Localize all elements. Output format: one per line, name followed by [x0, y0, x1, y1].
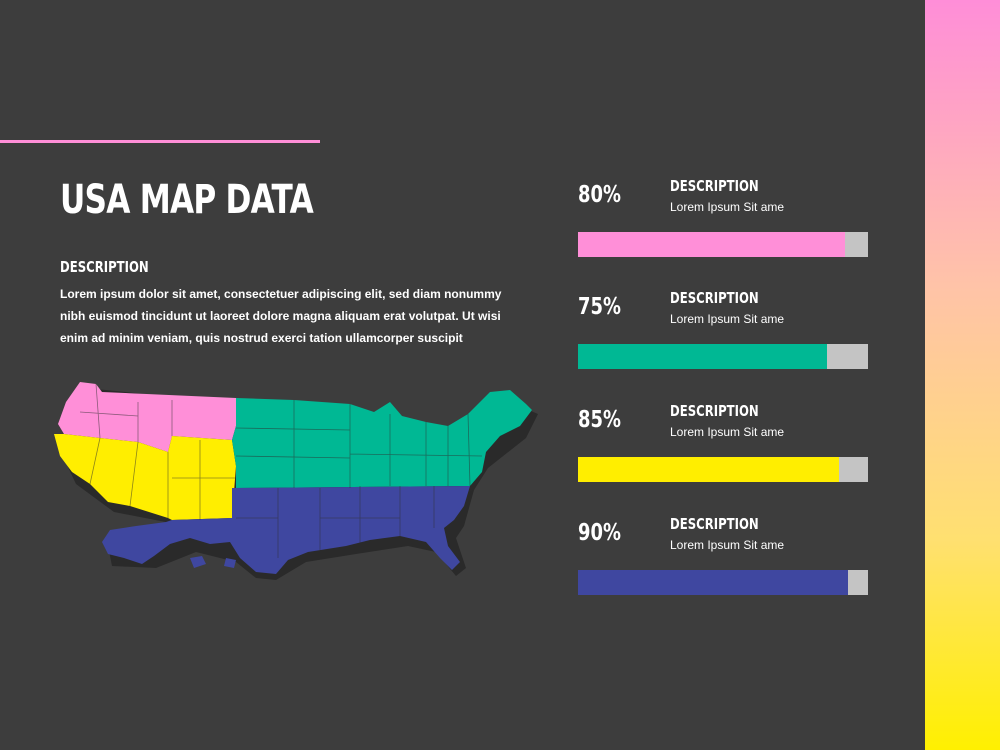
stat-percent: 90%	[578, 520, 621, 546]
usa-map	[54, 382, 538, 580]
stat-percent: 75%	[578, 294, 621, 320]
stat-card-3: 85% DESCRIPTION Lorem Ipsum Sit ame	[578, 402, 870, 495]
accent-line	[0, 140, 320, 143]
stat-subtext: Lorem Ipsum Sit ame	[670, 538, 785, 552]
progress-fill	[578, 570, 848, 595]
progress-track	[578, 344, 868, 369]
stat-heading: DESCRIPTION	[670, 402, 759, 420]
stat-percent: 80%	[578, 182, 621, 208]
stat-heading: DESCRIPTION	[670, 289, 759, 307]
map-region-south	[102, 486, 470, 574]
stat-heading: DESCRIPTION	[670, 515, 759, 533]
progress-track	[578, 232, 868, 257]
stat-subtext: Lorem Ipsum Sit ame	[670, 200, 785, 214]
progress-track	[578, 570, 868, 595]
progress-fill	[578, 457, 839, 482]
description-text: Lorem ipsum dolor sit amet, consectetuer…	[60, 287, 502, 345]
map-region-southwest	[54, 434, 236, 520]
map-region-northwest	[58, 382, 236, 452]
progress-fill	[578, 344, 828, 369]
stat-percent: 85%	[578, 407, 621, 433]
map-state-lines	[79, 383, 483, 558]
slide-title: USA MAP DATA	[60, 177, 314, 223]
stat-card-2: 75% DESCRIPTION Lorem Ipsum Sit ame	[578, 289, 870, 382]
map-region-north-central	[232, 390, 532, 488]
stat-subtext: Lorem Ipsum Sit ame	[670, 312, 785, 326]
stat-card-4: 90% DESCRIPTION Lorem Ipsum Sit ame	[578, 515, 870, 608]
stat-heading: DESCRIPTION	[670, 177, 759, 195]
progress-fill	[578, 232, 845, 257]
gradient-side-strip	[925, 0, 1000, 750]
description-heading: DESCRIPTION	[60, 258, 149, 276]
stat-card-1: 80% DESCRIPTION Lorem Ipsum Sit ame	[578, 177, 870, 270]
stat-subtext: Lorem Ipsum Sit ame	[670, 425, 785, 439]
progress-track	[578, 457, 868, 482]
map-islands	[190, 556, 236, 568]
